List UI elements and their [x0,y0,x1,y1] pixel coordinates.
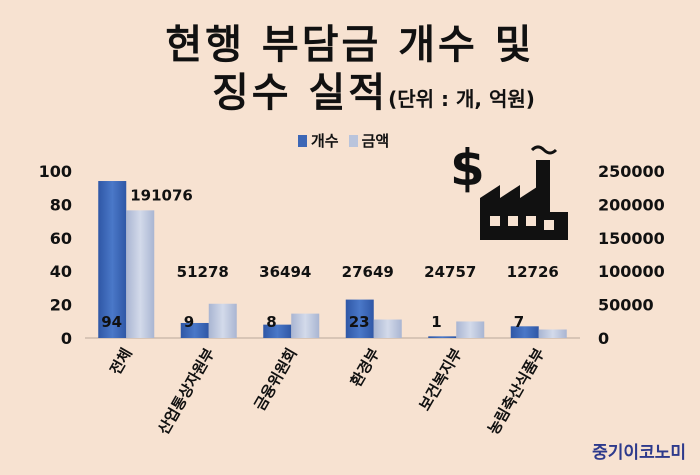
data-label-amount: 24757 [424,263,476,281]
legend-label-amount: 금액 [361,132,390,150]
data-label-count: 8 [266,313,276,331]
factory-icon: $ [450,140,568,240]
y-left-tick-label: 100 [39,162,72,181]
y-left-tick-label: 20 [50,296,72,315]
y-right-tick-label: 100000 [598,262,665,281]
data-label-count: 1 [431,313,441,331]
y-left-tick-label: 60 [50,229,72,248]
legend-swatch-amount [348,134,358,147]
y-right-tick-label: 200000 [598,195,665,214]
bar-amount [538,329,567,338]
legend-swatch-count [298,134,307,147]
unit-label: (단위 : 개, 억원) [388,87,535,111]
x-tick-label: 전체 [106,345,135,378]
y-axis-right: 0 50000 100000 150000 200000 250000 [598,162,665,348]
data-label-count: 7 [514,313,524,331]
y-left-tick-label: 0 [61,329,72,348]
x-axis-ticks: 전체 산업통상자원부 금융위원회 환경부 보건복지부 농림축산식품부 [106,345,548,438]
legend-item-count: 개수 [298,130,339,151]
legend: 개수 금액 [298,130,389,151]
bars-group [98,181,567,338]
y-right-tick-label: 50000 [598,296,654,315]
bar-amount [208,303,237,338]
bar-amount [291,313,320,338]
x-tick-label: 환경부 [347,345,383,390]
bar-count [345,299,374,338]
x-tick-label: 농림축산식품부 [484,345,548,438]
data-label-amount: 36494 [259,263,311,281]
bar-count [263,324,292,338]
chart-title-line1: 현행 부담금 개수 및 [165,22,535,68]
data-label-count: 23 [349,313,370,331]
x-tick-label: 산업통상자원부 [154,345,218,438]
chart-title-line2: 징수 실적(단위 : 개, 억원) [212,60,535,118]
chart-title-main: 징수 실적 [212,70,389,116]
bar-amount [126,210,155,338]
data-label-amount: 27649 [342,263,394,281]
y-left-tick-label: 40 [50,262,72,281]
data-label-amount: 51278 [177,263,229,281]
x-tick-label: 보건복지부 [416,345,466,414]
bar-count [510,326,539,338]
data-labels-group: 94 191076 9 51278 8 36494 23 27649 1 24757 7 12726 [101,186,559,331]
data-label-amount: 12726 [507,263,559,281]
legend-label-count: 개수 [311,132,339,150]
x-tick-label: 금융위원회 [251,345,301,414]
bar-amount [456,321,485,338]
bar-amount [373,319,402,338]
y-right-tick-label: 250000 [598,162,665,181]
brand-logo: 중기이코노미 [592,443,686,463]
y-right-tick-label: 150000 [598,229,665,248]
data-label-count: 9 [184,313,194,331]
data-label-amount: 191076 [130,186,193,204]
dollar-icon: $ [450,140,485,197]
bar-count [180,322,209,338]
legend-item-amount: 금액 [348,130,390,151]
svg-text:$: $ [450,140,485,197]
bar-count [428,336,457,338]
y-left-tick-label: 80 [50,195,72,214]
y-axis-left: 0 20 40 60 80 100 [39,162,72,348]
data-label-count: 94 [101,313,122,331]
y-right-tick-label: 0 [598,329,609,348]
bar-count [98,181,127,338]
